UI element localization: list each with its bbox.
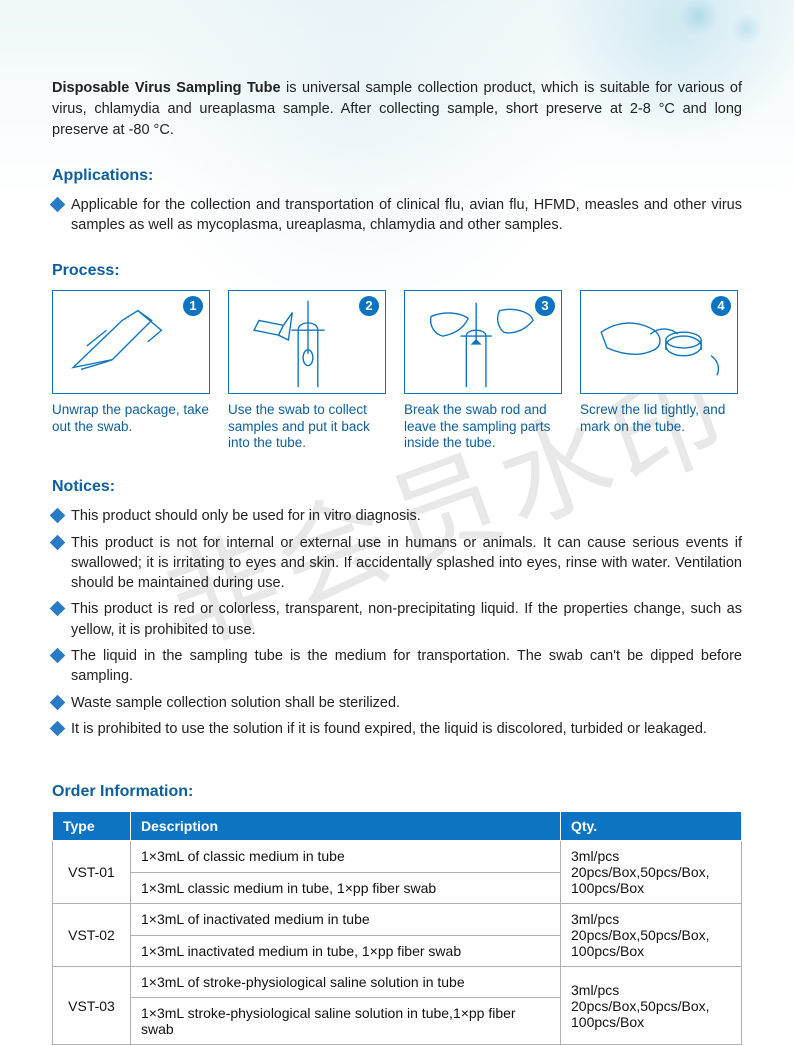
cell-qty: 3ml/pcs 20pcs/Box,50pcs/Box, 100pcs/Box bbox=[561, 841, 742, 904]
process-number: 4 bbox=[711, 296, 731, 316]
process-caption: Unwrap the package, take out the swab. bbox=[52, 402, 210, 436]
notice-item: Waste sample collection solution shall b… bbox=[52, 693, 742, 713]
cell-type: VST-03 bbox=[53, 967, 131, 1045]
process-step: 3 Break the swab rod and leave the sampl… bbox=[404, 290, 562, 453]
diamond-icon bbox=[50, 694, 66, 710]
notice-text: This product is not for internal or exte… bbox=[71, 533, 742, 594]
table-row: VST-011×3mL of classic medium in tube3ml… bbox=[53, 841, 742, 873]
cell-desc: 1×3mL classic medium in tube, 1×pp fiber… bbox=[131, 872, 561, 904]
process-row: 1 Unwrap the package, take out the swab.… bbox=[52, 290, 742, 453]
order-table: Type Description Qty. VST-011×3mL of cla… bbox=[52, 811, 742, 1045]
intro-paragraph: Disposable Virus Sampling Tube is univer… bbox=[52, 78, 742, 141]
diamond-icon bbox=[50, 508, 66, 524]
order-title: Order Information: bbox=[52, 783, 742, 801]
diamond-icon bbox=[50, 197, 66, 213]
process-step: 4 Screw the lid tightly, and mark on the… bbox=[580, 290, 738, 453]
col-desc: Description bbox=[131, 812, 561, 841]
cell-desc: 1×3mL of stroke-physiological saline sol… bbox=[131, 967, 561, 998]
applications-text: Applicable for the collection and transp… bbox=[71, 195, 742, 236]
notice-item: This product should only be used for in … bbox=[52, 506, 742, 526]
diamond-icon bbox=[50, 648, 66, 664]
process-number: 1 bbox=[183, 296, 203, 316]
applications-bullet: Applicable for the collection and transp… bbox=[52, 195, 742, 236]
page-content: Disposable Virus Sampling Tube is univer… bbox=[0, 0, 794, 1045]
process-number: 2 bbox=[359, 296, 379, 316]
diamond-icon bbox=[50, 534, 66, 550]
col-type: Type bbox=[53, 812, 131, 841]
intro-bold: Disposable Virus Sampling Tube bbox=[52, 80, 281, 96]
col-qty: Qty. bbox=[561, 812, 742, 841]
notice-text: The liquid in the sampling tube is the m… bbox=[71, 646, 742, 687]
cell-type: VST-01 bbox=[53, 841, 131, 904]
cell-desc: 1×3mL stroke-physiological saline soluti… bbox=[131, 998, 561, 1045]
table-header-row: Type Description Qty. bbox=[53, 812, 742, 841]
notices-list: This product should only be used for in … bbox=[52, 506, 742, 739]
process-box: 2 bbox=[228, 290, 386, 394]
notice-text: This product should only be used for in … bbox=[71, 506, 742, 526]
process-caption: Screw the lid tightly, and mark on the t… bbox=[580, 402, 738, 436]
notice-text: It is prohibited to use the solution if … bbox=[71, 719, 742, 739]
process-box: 4 bbox=[580, 290, 738, 394]
cell-type: VST-02 bbox=[53, 904, 131, 967]
notice-item: It is prohibited to use the solution if … bbox=[52, 719, 742, 739]
cell-desc: 1×3mL of inactivated medium in tube bbox=[131, 904, 561, 936]
process-number: 3 bbox=[535, 296, 555, 316]
process-caption: Break the swab rod and leave the samplin… bbox=[404, 402, 562, 453]
process-title: Process: bbox=[52, 262, 742, 280]
table-row: VST-031×3mL of stroke-physiological sali… bbox=[53, 967, 742, 998]
process-step: 2 Use the swab to collect samples and pu… bbox=[228, 290, 386, 453]
notice-text: This product is red or colorless, transp… bbox=[71, 599, 742, 640]
process-box: 3 bbox=[404, 290, 562, 394]
cell-qty: 3ml/pcs 20pcs/Box,50pcs/Box, 100pcs/Box bbox=[561, 904, 742, 967]
notice-text: Waste sample collection solution shall b… bbox=[71, 693, 742, 713]
notice-item: This product is red or colorless, transp… bbox=[52, 599, 742, 640]
cell-qty: 3ml/pcs 20pcs/Box,50pcs/Box, 100pcs/Box bbox=[561, 967, 742, 1045]
notices-title: Notices: bbox=[52, 478, 742, 496]
notice-item: This product is not for internal or exte… bbox=[52, 533, 742, 594]
cell-desc: 1×3mL inactivated medium in tube, 1×pp f… bbox=[131, 935, 561, 967]
cell-desc: 1×3mL of classic medium in tube bbox=[131, 841, 561, 873]
diamond-icon bbox=[50, 601, 66, 617]
process-caption: Use the swab to collect samples and put … bbox=[228, 402, 386, 453]
table-row: VST-021×3mL of inactivated medium in tub… bbox=[53, 904, 742, 936]
process-step: 1 Unwrap the package, take out the swab. bbox=[52, 290, 210, 453]
diamond-icon bbox=[50, 721, 66, 737]
notice-item: The liquid in the sampling tube is the m… bbox=[52, 646, 742, 687]
applications-title: Applications: bbox=[52, 167, 742, 185]
process-box: 1 bbox=[52, 290, 210, 394]
